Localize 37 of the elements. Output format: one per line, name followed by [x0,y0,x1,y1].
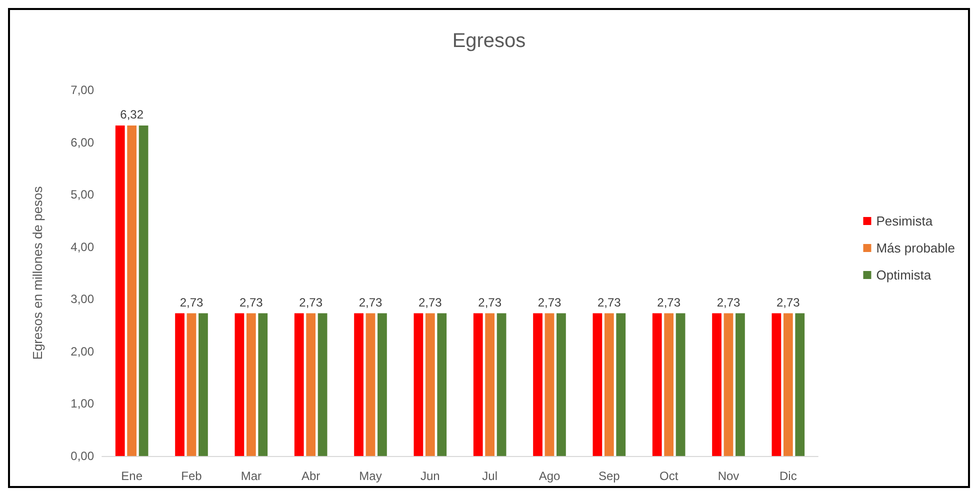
x-tick-label: Oct [659,469,679,483]
x-tick-label: Mar [240,469,262,483]
data-label: 6,32 [120,108,144,122]
y-axis-title: Egresos en millones de pesos [30,186,45,360]
legend-label: Pesimista [876,214,934,228]
y-tick-label: 3,00 [70,292,94,306]
x-tick-label: Jul [482,469,498,483]
legend-label: Optimista [876,268,932,282]
data-label: 2,73 [597,295,622,310]
x-tick-label: Ago [538,469,560,483]
chart-title: Egresos [452,30,526,52]
x-tick-label: Sep [598,469,620,483]
y-tick-label: 1,00 [70,396,94,411]
x-tick-label: Dic [779,469,797,483]
y-tick-label: 2,00 [70,344,94,358]
data-label: 2,73 [180,295,204,310]
legend-label: Más probable [876,240,956,256]
y-tick-label: 6,00 [70,135,94,150]
data-label: 2,73 [239,295,264,310]
y-tick-label: 5,00 [70,188,94,202]
data-label: 2,73 [358,295,382,310]
x-tick-label: Nov [718,469,740,483]
data-label: 2,73 [657,295,681,310]
y-tick-label: 0,00 [70,449,94,463]
data-label: 2,73 [299,295,323,310]
data-label: 2,73 [776,295,800,310]
x-tick-label: Feb [181,469,202,483]
data-label: 2,73 [716,295,740,310]
x-tick-label: Jun [420,469,440,483]
x-tick-label: Abr [301,469,320,483]
data-label: 2,73 [418,295,442,310]
x-tick-label: May [359,469,382,483]
data-label: 2,73 [478,295,502,310]
x-tick-label: Ene [121,469,143,483]
data-label: 2,73 [538,295,562,310]
y-tick-label: 7,00 [70,83,94,97]
y-tick-label: 4,00 [70,240,94,254]
